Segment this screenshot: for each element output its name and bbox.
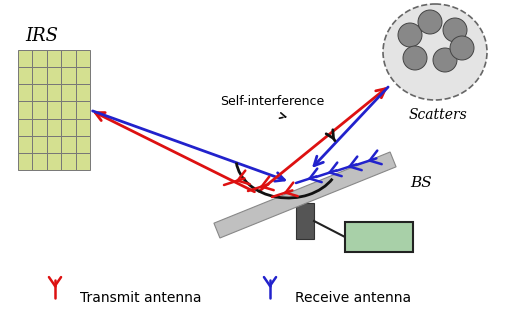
Bar	[76, 153, 90, 170]
Bar	[76, 101, 90, 119]
Bar	[18, 50, 32, 67]
Text: Receive antenna: Receive antenna	[295, 291, 411, 305]
Bar	[32, 136, 47, 153]
Bar	[32, 84, 47, 101]
Text: Scatters: Scatters	[409, 108, 467, 122]
Text: BS: BS	[410, 176, 432, 190]
Bar	[61, 101, 76, 119]
Bar	[18, 136, 32, 153]
Bar	[18, 153, 32, 170]
Bar	[32, 153, 47, 170]
Bar	[32, 67, 47, 84]
Bar	[18, 101, 32, 119]
Bar	[76, 50, 90, 67]
Circle shape	[398, 23, 422, 47]
Bar	[47, 153, 61, 170]
Circle shape	[443, 18, 467, 42]
Circle shape	[450, 36, 474, 60]
Bar	[32, 101, 47, 119]
Bar	[18, 119, 32, 136]
Bar	[76, 119, 90, 136]
Bar	[32, 119, 47, 136]
Bar	[47, 101, 61, 119]
Bar	[345, 222, 413, 252]
Bar	[47, 84, 61, 101]
Bar	[47, 50, 61, 67]
Bar	[61, 50, 76, 67]
Bar	[76, 136, 90, 153]
Bar	[47, 136, 61, 153]
Text: IRS: IRS	[25, 27, 58, 45]
Bar	[32, 50, 47, 67]
Ellipse shape	[383, 4, 487, 100]
Bar	[76, 84, 90, 101]
Bar	[18, 67, 32, 84]
Bar	[61, 67, 76, 84]
Bar	[76, 67, 90, 84]
Text: Self-interference: Self-interference	[220, 95, 324, 108]
Bar	[61, 119, 76, 136]
Bar	[47, 67, 61, 84]
Bar	[47, 119, 61, 136]
Circle shape	[403, 46, 427, 70]
Bar	[61, 136, 76, 153]
Circle shape	[418, 10, 442, 34]
Bar	[296, 203, 314, 239]
Circle shape	[433, 48, 457, 72]
Text: Transmit antenna: Transmit antenna	[80, 291, 202, 305]
Bar	[61, 153, 76, 170]
Polygon shape	[214, 152, 396, 238]
Text: FDM: FDM	[361, 230, 396, 244]
Bar	[18, 84, 32, 101]
Bar	[61, 84, 76, 101]
